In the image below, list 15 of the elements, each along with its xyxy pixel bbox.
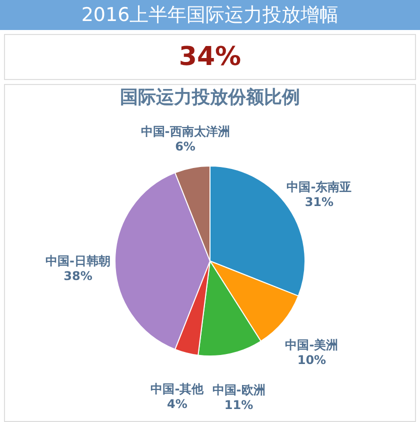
data-label: 4% — [166, 396, 188, 411]
data-label: 6% — [175, 139, 196, 154]
slice-label: 中国-欧洲 — [212, 382, 266, 397]
chart-title: 国际运力投放份额比例 — [119, 86, 301, 110]
data-label: 10% — [297, 353, 326, 368]
data-label: 11% — [224, 398, 254, 412]
data-label: 38% — [64, 269, 92, 283]
text: 2016上半年国际运力投放增幅 — [0, 0, 420, 30]
slice-label: 中国-美洲 — [285, 338, 338, 352]
slice-label: 中国-其他 — [150, 382, 205, 396]
slice-label: 中国-东南亚 — [286, 180, 352, 194]
text: 34% — [4, 34, 416, 80]
slice-label: 中国-日韩朝 — [46, 254, 110, 268]
data-label: 31% — [304, 194, 334, 209]
slice-label: 中国-西南太洋洲 — [140, 124, 230, 138]
